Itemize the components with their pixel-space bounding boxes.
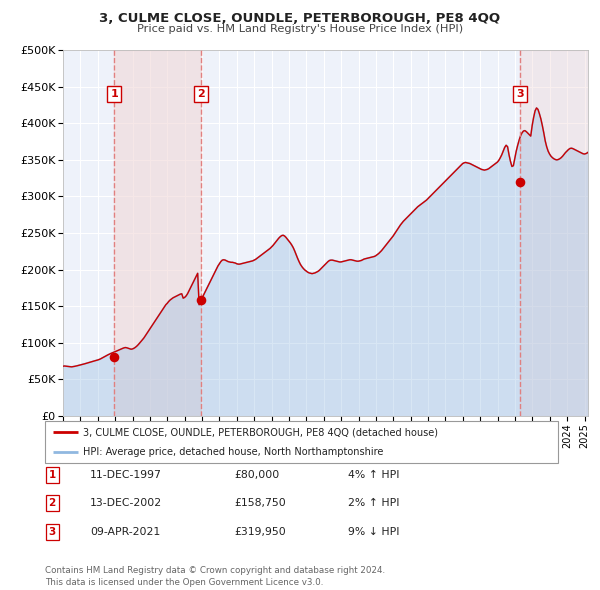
FancyBboxPatch shape [45,421,558,463]
Point [196,295,206,304]
Text: 3, CULME CLOSE, OUNDLE, PETERBOROUGH, PE8 4QQ: 3, CULME CLOSE, OUNDLE, PETERBOROUGH, PE… [100,12,500,25]
Text: 11-DEC-1997: 11-DEC-1997 [90,470,162,480]
Text: 2: 2 [49,499,56,508]
Text: £319,950: £319,950 [234,527,286,536]
Text: 3: 3 [49,527,56,536]
Point [109,353,119,362]
Text: £158,750: £158,750 [234,499,286,508]
Text: Price paid vs. HM Land Registry's House Price Index (HPI): Price paid vs. HM Land Registry's House … [137,24,463,34]
Text: Contains HM Land Registry data © Crown copyright and database right 2024.
This d: Contains HM Land Registry data © Crown c… [45,566,385,587]
Text: HPI: Average price, detached house, North Northamptonshire: HPI: Average price, detached house, Nort… [83,447,384,457]
Text: 2% ↑ HPI: 2% ↑ HPI [348,499,400,508]
Bar [520,50,588,416]
Text: 9% ↓ HPI: 9% ↓ HPI [348,527,400,536]
Text: 4% ↑ HPI: 4% ↑ HPI [348,470,400,480]
Text: 13-DEC-2002: 13-DEC-2002 [90,499,162,508]
Text: 1: 1 [110,89,118,99]
Bar [114,50,201,416]
Text: 1: 1 [49,470,56,480]
Text: 3, CULME CLOSE, OUNDLE, PETERBOROUGH, PE8 4QQ (detached house): 3, CULME CLOSE, OUNDLE, PETERBOROUGH, PE… [83,427,439,437]
Text: 09-APR-2021: 09-APR-2021 [90,527,160,536]
Text: 3: 3 [516,89,523,99]
Point [515,177,524,186]
Text: £80,000: £80,000 [234,470,279,480]
Text: 2: 2 [197,89,205,99]
